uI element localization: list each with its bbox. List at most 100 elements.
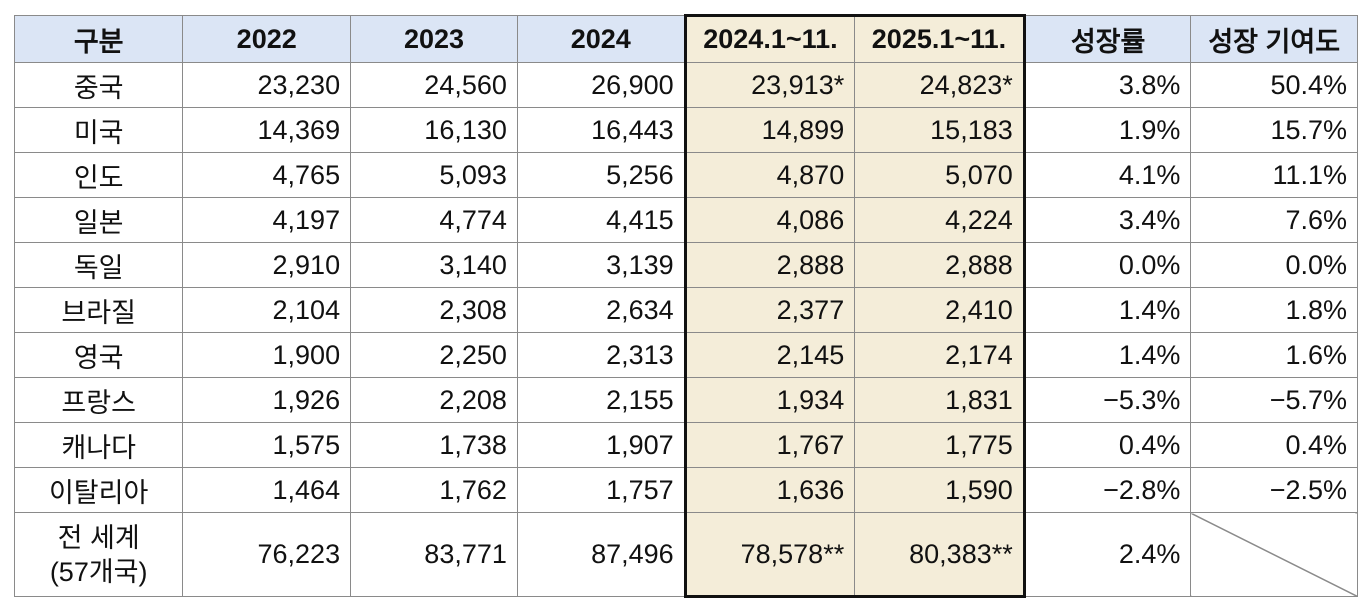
table-cell: 1,926	[182, 377, 352, 423]
table-cell: 2,377	[683, 287, 856, 333]
table-cell: 0.0%	[1023, 242, 1192, 288]
table-cell: 2,910	[182, 242, 352, 288]
table-cell: 1.4%	[1023, 287, 1192, 333]
table-cell: −2.8%	[1023, 467, 1192, 513]
table-cell: 1,775	[854, 422, 1026, 468]
table-cell: 2,634	[516, 287, 686, 333]
row-label: 일본	[13, 197, 184, 243]
total-row: 전 세계 (57개국) 76,223 83,771 87,496 78,578** 80,3…	[13, 512, 1358, 598]
total-cell: 87,496	[516, 512, 686, 597]
header-col-7: 성장 기여도	[1190, 15, 1358, 63]
table-cell: 23,230	[182, 62, 352, 108]
table-cell: 2,104	[182, 287, 352, 333]
table-cell: 1,907	[516, 422, 686, 468]
table-cell: 2,145	[683, 332, 856, 378]
table-cell: 1,575	[182, 422, 352, 468]
header-col-2: 2023	[350, 15, 518, 63]
table-cell: 2,888	[854, 242, 1026, 288]
table-cell: 4.1%	[1023, 152, 1192, 198]
table-cell: 5,093	[350, 152, 518, 198]
row-label: 독일	[13, 242, 184, 288]
table-cell: 2,250	[350, 332, 518, 378]
table-cell: 1,738	[350, 422, 518, 468]
table-cell: 2,410	[854, 287, 1026, 333]
table-cell: 4,765	[182, 152, 352, 198]
table-row: 이탈리아 1,464 1,762 1,757 1,636 1,590 −2.8% −2.5%	[13, 467, 1358, 513]
table-cell: 3.4%	[1023, 197, 1192, 243]
header-col-4: 2024.1~11.	[683, 14, 856, 63]
table-cell: 1,934	[683, 377, 856, 423]
table-row: 미국 14,369 16,130 16,443 14,899 15,183 1.9% 15.7…	[13, 107, 1358, 153]
table-row: 브라질 2,104 2,308 2,634 2,377 2,410 1.4% 1.8%	[13, 287, 1358, 333]
table-cell: 1,900	[182, 332, 352, 378]
table-cell: 1.4%	[1023, 332, 1192, 378]
table-cell: 1,767	[683, 422, 856, 468]
table-cell: 50.4%	[1190, 62, 1358, 108]
table-row: 캐나다 1,575 1,738 1,907 1,767 1,775 0.4% 0.4%	[13, 422, 1358, 468]
table-cell: 4,197	[182, 197, 352, 243]
header-col-1: 2022	[182, 15, 352, 63]
table-cell: 1,590	[854, 467, 1026, 513]
table-cell: −2.5%	[1190, 467, 1358, 513]
table-cell: 11.1%	[1190, 152, 1358, 198]
table-cell: 14,369	[182, 107, 352, 153]
empty-diagonal-cell	[1190, 512, 1358, 597]
total-cell: 76,223	[182, 512, 352, 597]
header-category: 구분	[13, 15, 184, 63]
total-label-line1: 전 세계	[57, 522, 140, 553]
table-cell: 1.6%	[1190, 332, 1358, 378]
row-label: 중국	[13, 62, 184, 108]
table-cell: 4,774	[350, 197, 518, 243]
table-cell: 16,130	[350, 107, 518, 153]
table-cell: 2,155	[516, 377, 686, 423]
table-cell: 1.9%	[1023, 107, 1192, 153]
table-cell: 0.4%	[1190, 422, 1358, 468]
row-label: 이탈리아	[13, 467, 184, 513]
total-cell: 78,578**	[683, 512, 856, 598]
total-cell: 83,771	[350, 512, 518, 597]
table-cell: 5,070	[854, 152, 1026, 198]
table-row: 프랑스 1,926 2,208 2,155 1,934 1,831 −5.3% −5.7%	[13, 377, 1358, 423]
total-cell: 2.4%	[1023, 512, 1192, 597]
table-cell: 2,313	[516, 332, 686, 378]
header-row: 구분 2022 2023 2024 2024.1~11. 2025.1~11. 성장률 성장 …	[13, 14, 1358, 63]
table-cell: 0.0%	[1190, 242, 1358, 288]
table-cell: 2,888	[683, 242, 856, 288]
table-cell: 3,140	[350, 242, 518, 288]
table-cell: 14,899	[683, 107, 856, 153]
table-cell: 5,256	[516, 152, 686, 198]
table-cell: 2,174	[854, 332, 1026, 378]
table-cell: 15.7%	[1190, 107, 1358, 153]
row-label: 브라질	[13, 287, 184, 333]
table-cell: 1,757	[516, 467, 686, 513]
table-cell: 24,560	[350, 62, 518, 108]
total-cell: 80,383**	[854, 512, 1026, 598]
table-cell: 23,913*	[683, 62, 856, 108]
data-table: 구분 2022 2023 2024 2024.1~11. 2025.1~11. 성장률 성장 …	[13, 14, 1358, 598]
table-cell: 1,636	[683, 467, 856, 513]
row-label: 캐나다	[13, 422, 184, 468]
table-cell: −5.3%	[1023, 377, 1192, 423]
table-cell: 2,208	[350, 377, 518, 423]
table-row: 독일 2,910 3,140 3,139 2,888 2,888 0.0% 0.0%	[13, 242, 1358, 288]
table-cell: 16,443	[516, 107, 686, 153]
table-cell: −5.7%	[1190, 377, 1358, 423]
table-cell: 2,308	[350, 287, 518, 333]
table-cell: 3.8%	[1023, 62, 1192, 108]
table-cell: 1,762	[350, 467, 518, 513]
table-row: 인도 4,765 5,093 5,256 4,870 5,070 4.1% 11.1%	[13, 152, 1358, 198]
table-cell: 4,224	[854, 197, 1026, 243]
table-row: 영국 1,900 2,250 2,313 2,145 2,174 1.4% 1.6%	[13, 332, 1358, 378]
table-cell: 0.4%	[1023, 422, 1192, 468]
total-label-line2: (57개국)	[49, 556, 148, 587]
table-cell: 1,831	[854, 377, 1026, 423]
row-label: 미국	[13, 107, 184, 153]
table-cell: 4,415	[516, 197, 686, 243]
table-row: 중국 23,230 24,560 26,900 23,913* 24,823* 3.8% 50…	[13, 62, 1358, 108]
table-cell: 3,139	[516, 242, 686, 288]
data-table-container: 구분 2022 2023 2024 2024.1~11. 2025.1~11. 성장률 성장 …	[13, 14, 1358, 598]
row-label: 영국	[13, 332, 184, 378]
table-cell: 15,183	[854, 107, 1026, 153]
table-row: 일본 4,197 4,774 4,415 4,086 4,224 3.4% 7.6%	[13, 197, 1358, 243]
total-label: 전 세계 (57개국)	[13, 512, 184, 597]
